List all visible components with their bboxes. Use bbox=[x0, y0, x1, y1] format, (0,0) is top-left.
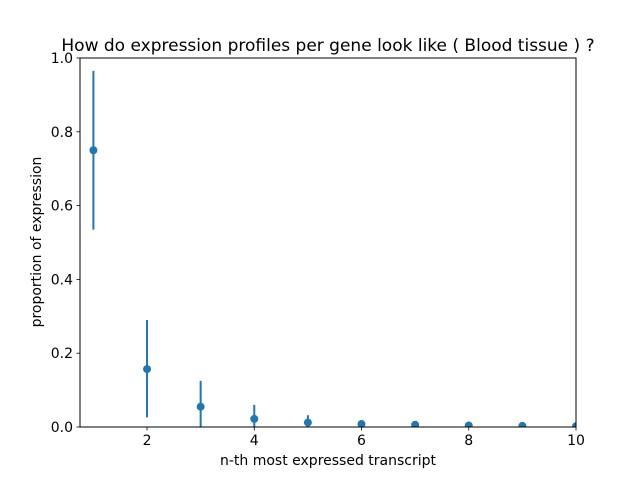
y-axis-label: proportion of expression bbox=[29, 157, 45, 328]
x-axis-label: n-th most expressed transcript bbox=[220, 453, 437, 469]
y-tick-label: 0.4 bbox=[51, 272, 73, 288]
data-point-x3 bbox=[196, 402, 205, 411]
y-tick-label: 1.0 bbox=[51, 51, 73, 67]
data-point-x4 bbox=[250, 414, 259, 423]
x-tick-label: 8 bbox=[464, 433, 473, 449]
x-tick-label: 6 bbox=[357, 433, 366, 449]
chart-title: How do expression profiles per gene look… bbox=[61, 36, 594, 56]
y-tick-label: 0.0 bbox=[51, 420, 73, 436]
x-tick-label: 2 bbox=[143, 433, 152, 449]
x-tick-label: 10 bbox=[567, 433, 585, 449]
data-point-x8 bbox=[464, 421, 473, 427]
data-point-x9 bbox=[518, 421, 527, 427]
errorbar-series bbox=[89, 70, 576, 427]
x-tick-label: 4 bbox=[250, 433, 259, 449]
y-tick-label: 0.2 bbox=[51, 346, 73, 362]
data-point-x2 bbox=[143, 365, 152, 374]
data-point-x5 bbox=[303, 418, 312, 427]
y-tick-label: 0.8 bbox=[51, 125, 73, 141]
plot-spines bbox=[79, 57, 577, 428]
data-point-x10 bbox=[572, 422, 576, 427]
y-tick-label: 0.6 bbox=[51, 199, 73, 215]
axis-ticks: 2 4 6 8 10 0.0 0.2 0.4 0.6 0.8 1.0 bbox=[51, 51, 585, 449]
data-point-x7 bbox=[411, 420, 420, 427]
data-point-x6 bbox=[357, 420, 366, 427]
plot-area bbox=[80, 58, 576, 427]
data-point-x1 bbox=[89, 146, 98, 155]
